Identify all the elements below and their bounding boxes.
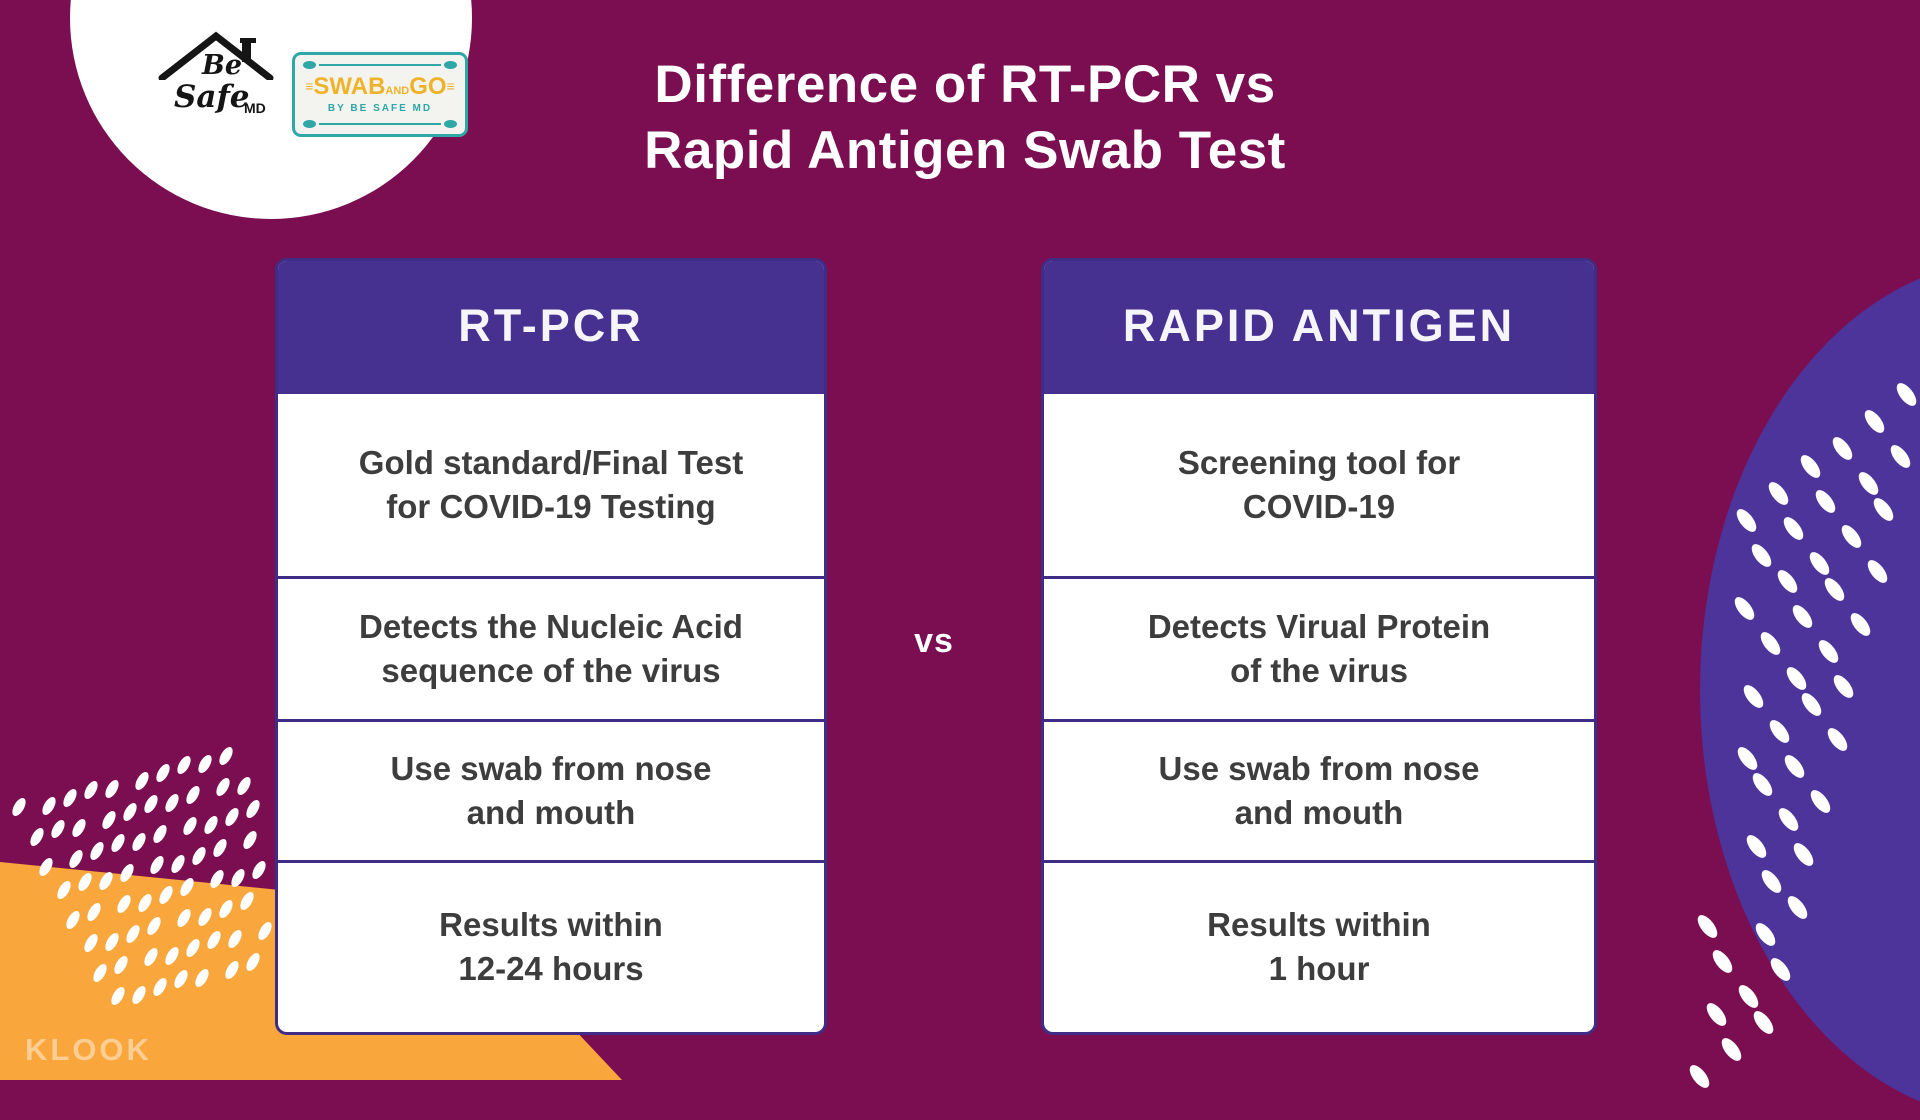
plate-bolt-icon <box>444 61 457 69</box>
besafe-logo: Be Safe MD <box>158 30 278 140</box>
table-row: Results within 12-24 hours <box>278 859 824 1032</box>
table-row: Results within 1 hour <box>1044 859 1594 1032</box>
table-row: Detects Virual Protein of the virus <box>1044 575 1594 719</box>
rtpcr-table: RT-PCR Gold standard/Final Test for COVID… <box>275 258 827 1035</box>
table-row: Screening tool for COVID-19 <box>1177 444 1461 526</box>
table-row: Use swab from nose and mouth <box>278 719 824 859</box>
plate-flank-left: ≡ <box>305 78 314 94</box>
plate-subtitle: BY BE SAFE MD <box>327 103 433 114</box>
plate-word-and: AND <box>385 85 410 97</box>
plate-word-go: GO <box>409 73 447 100</box>
rtpcr-table-header: RT-PCR <box>278 261 824 395</box>
rapid-antigen-table-header: RAPID ANTIGEN <box>1044 261 1594 395</box>
table-row: Detects the Nucleic Acid sequence of the … <box>278 575 824 719</box>
purple-blob-shape <box>1700 260 1920 1120</box>
vs-label: vs <box>914 622 954 660</box>
house-roof-icon <box>158 31 274 80</box>
plate-top-line <box>319 64 441 66</box>
plate-bottom-line <box>319 123 441 125</box>
logo-word-md: MD <box>244 100 266 116</box>
plate-word-swab: SWAB <box>313 73 386 100</box>
plate-bolt-icon <box>303 120 316 128</box>
page-title: Difference of RT-PCR vs Rapid Antigen Sw… <box>480 52 1450 184</box>
page-title-line1: Difference of RT-PCR vs <box>654 55 1276 114</box>
page-title-line2: Rapid Antigen Swab Test <box>644 121 1286 180</box>
swab-and-go-plate: ≡SWABANDGO≡ BY BE SAFE MD <box>292 52 468 137</box>
table-row: Gold standard/Final Test for COVID-19 Tes… <box>358 444 744 526</box>
plate-flank-right: ≡ <box>446 78 455 94</box>
plate-bolt-icon <box>303 61 316 69</box>
table-row: Use swab from nose and mouth <box>1044 719 1594 859</box>
logo-word-safe: Safe <box>174 79 250 115</box>
logo-word-be: Be <box>202 50 242 81</box>
klook-watermark: KLOOK <box>25 1032 152 1067</box>
plate-bolt-icon <box>444 120 457 128</box>
plate-title: ≡SWABANDGO≡ <box>295 73 465 101</box>
rapid-antigen-table: RAPID ANTIGEN Screening tool for COVID-19… <box>1041 258 1597 1035</box>
